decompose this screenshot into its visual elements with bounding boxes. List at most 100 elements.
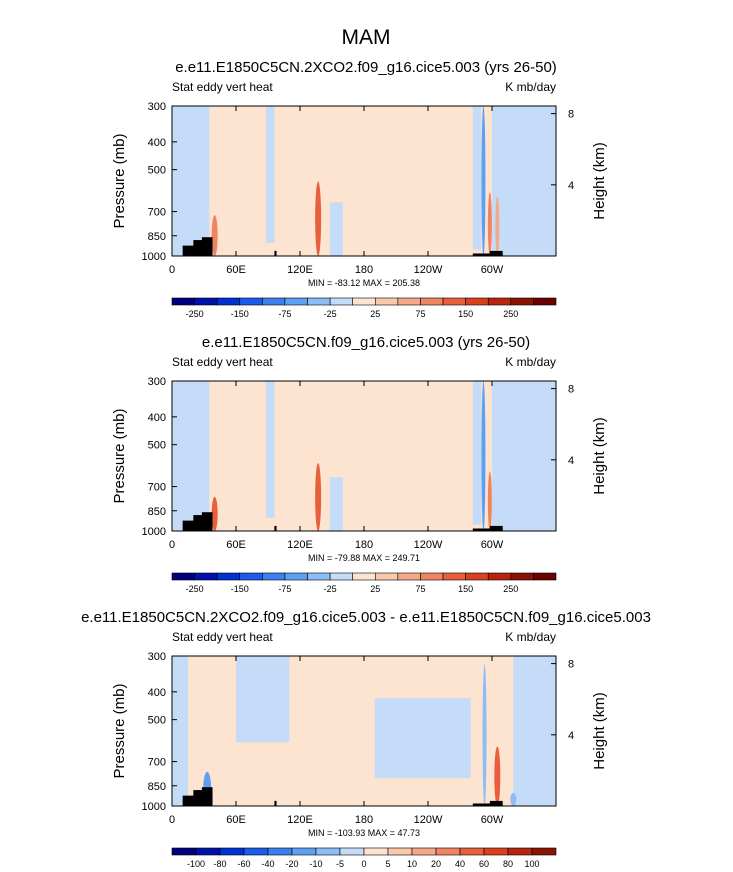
right-string: K mb/day — [505, 80, 556, 94]
panels: e.e11.E1850C5CN.2XCO2.f09_g16.cice5.003 … — [81, 59, 651, 869]
field-region-1 — [236, 656, 290, 743]
colorbar-label: -20 — [285, 859, 298, 869]
colorbar-swatch — [195, 847, 221, 856]
colorbar-swatch — [329, 572, 354, 581]
field-feature-2 — [481, 381, 486, 531]
contour-field — [172, 656, 556, 806]
x-tick-label: 0 — [169, 539, 175, 551]
height-tick-label: 4 — [568, 180, 574, 192]
x-tick-label: 180 — [355, 264, 373, 276]
field-region-3 — [492, 381, 556, 531]
field-feature-3 — [510, 792, 517, 806]
field-region-4 — [329, 202, 343, 256]
colorbar-swatch — [459, 847, 485, 856]
panel-title: e.e11.E1850C5CN.f09_g16.cice5.003 (yrs 2… — [202, 334, 530, 351]
height-tick-label: 4 — [568, 455, 574, 467]
y-tick-label: 1000 — [142, 801, 166, 813]
colorbar-swatch — [510, 297, 534, 306]
y-axis-label: Pressure (mb) — [111, 408, 128, 503]
topography-3 — [274, 800, 277, 806]
contour-field — [172, 381, 556, 531]
colorbar-swatch — [267, 847, 293, 856]
colorbar-swatch — [239, 572, 263, 581]
right-string: K mb/day — [505, 355, 556, 369]
colorbar-swatch — [307, 297, 331, 306]
y-axis-label-right: Height (km) — [591, 692, 608, 770]
chart-panel-1: e.e11.E1850C5CN.2XCO2.f09_g16.cice5.003 … — [111, 59, 608, 319]
x-tick-label: 0 — [169, 814, 175, 826]
y-tick-label: 850 — [148, 506, 166, 518]
height-tick-label: 8 — [568, 109, 574, 121]
colorbar-label: 100 — [524, 859, 539, 869]
colorbar-label: 150 — [458, 309, 473, 319]
contour-field — [172, 106, 556, 256]
topography-0 — [182, 520, 202, 531]
topography-3 — [274, 525, 277, 531]
x-tick-label: 180 — [355, 814, 373, 826]
colorbar-label: -10 — [309, 859, 322, 869]
x-tick-label: 120E — [287, 814, 313, 826]
field-feature-4 — [495, 196, 500, 256]
colorbar-swatch — [219, 847, 245, 856]
y-tick-label: 400 — [148, 137, 166, 149]
topography-0 — [182, 245, 202, 256]
y-tick-label: 700 — [148, 207, 166, 219]
colorbar-swatch — [531, 847, 557, 856]
field-region-2 — [374, 697, 471, 779]
field-feature-0 — [211, 496, 218, 531]
topography-0 — [182, 795, 202, 806]
left-string: Stat eddy vert heat — [172, 630, 273, 644]
colorbar-swatch — [329, 297, 354, 306]
y-tick-label: 850 — [148, 781, 166, 793]
colorbar-label: 20 — [431, 859, 441, 869]
colorbar-label: 60 — [479, 859, 489, 869]
colorbar-swatch — [262, 297, 286, 306]
colorbar-label: 40 — [455, 859, 465, 869]
colorbar-label: -60 — [237, 859, 250, 869]
height-tick-label: 8 — [568, 659, 574, 671]
y-axis-label: Pressure (mb) — [111, 683, 128, 778]
field-feature-0 — [211, 215, 218, 256]
y-tick-label: 1000 — [142, 251, 166, 263]
x-tick-label: 120E — [287, 264, 313, 276]
right-string: K mb/day — [505, 630, 556, 644]
x-tick-label: 60W — [481, 539, 504, 551]
colorbar-swatch — [284, 297, 308, 306]
colorbar-label: 75 — [415, 309, 425, 319]
topography-2 — [201, 237, 213, 256]
x-tick-label: 60W — [481, 264, 504, 276]
y-tick-label: 1000 — [142, 526, 166, 538]
colorbar-swatch — [435, 847, 461, 856]
x-tick-label: 120E — [287, 539, 313, 551]
field-region-1 — [265, 381, 275, 518]
y-tick-label: 300 — [148, 376, 166, 388]
x-tick-label: 0 — [169, 264, 175, 276]
colorbar-swatch — [397, 297, 421, 306]
x-tick-label: 60W — [481, 814, 504, 826]
y-tick-label: 300 — [148, 101, 166, 113]
x-tick-label: 120W — [414, 814, 443, 826]
colorbar-swatch — [442, 572, 466, 581]
colorbar-label: 150 — [458, 584, 473, 594]
colorbar-swatch — [487, 297, 512, 306]
y-tick-label: 300 — [148, 651, 166, 663]
colorbar-label: -5 — [336, 859, 344, 869]
colorbar-label: -75 — [278, 309, 291, 319]
colorbar-swatch — [533, 572, 557, 581]
y-tick-label: 400 — [148, 412, 166, 424]
colorbar-swatch — [171, 572, 195, 581]
colorbar-label: 0 — [361, 859, 366, 869]
colorbar-label: -250 — [186, 309, 204, 319]
colorbar-label: 75 — [415, 584, 425, 594]
colorbar-label: -75 — [278, 584, 291, 594]
colorbar-swatch — [411, 847, 437, 856]
y-tick-label: 400 — [148, 687, 166, 699]
colorbar-swatch — [262, 572, 286, 581]
colorbar-label: 10 — [407, 859, 417, 869]
colorbar-label: 25 — [370, 584, 380, 594]
field-region-3 — [492, 106, 556, 256]
x-tick-label: 60E — [226, 539, 246, 551]
colorbar-swatch — [374, 572, 399, 581]
colorbar-swatch — [315, 847, 341, 856]
colorbar-swatch — [533, 297, 557, 306]
